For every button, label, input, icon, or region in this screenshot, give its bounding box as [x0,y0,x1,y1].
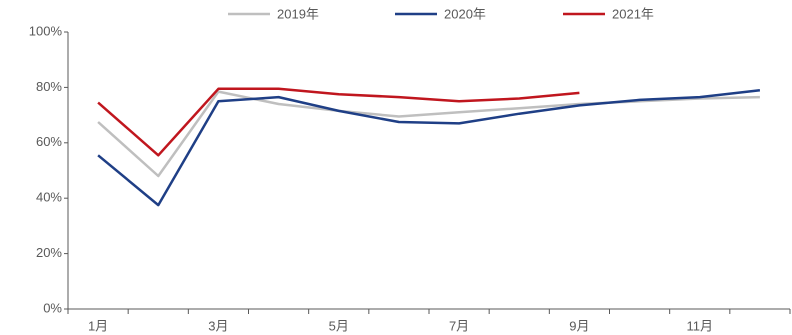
x-tick-label: 1月 [88,318,108,333]
y-tick-label: 20% [36,245,62,260]
series-line [97,88,761,207]
x-tick-label: 3月 [208,318,228,333]
series-line [97,90,760,178]
y-tick-label: 100% [29,23,63,38]
legend-label: 2020年 [444,6,486,21]
series-line [97,87,580,157]
y-tick-label: 0% [43,300,62,315]
y-tick-label: 60% [36,134,62,149]
x-tick-label: 9月 [569,318,589,333]
x-tick-label: 11月 [687,318,714,333]
y-tick-label: 40% [36,190,62,205]
x-tick-label: 7月 [449,318,469,333]
legend-label: 2019年 [277,6,319,21]
y-tick-label: 80% [36,79,62,94]
x-tick-label: 5月 [329,318,349,333]
legend-label: 2021年 [612,6,654,21]
